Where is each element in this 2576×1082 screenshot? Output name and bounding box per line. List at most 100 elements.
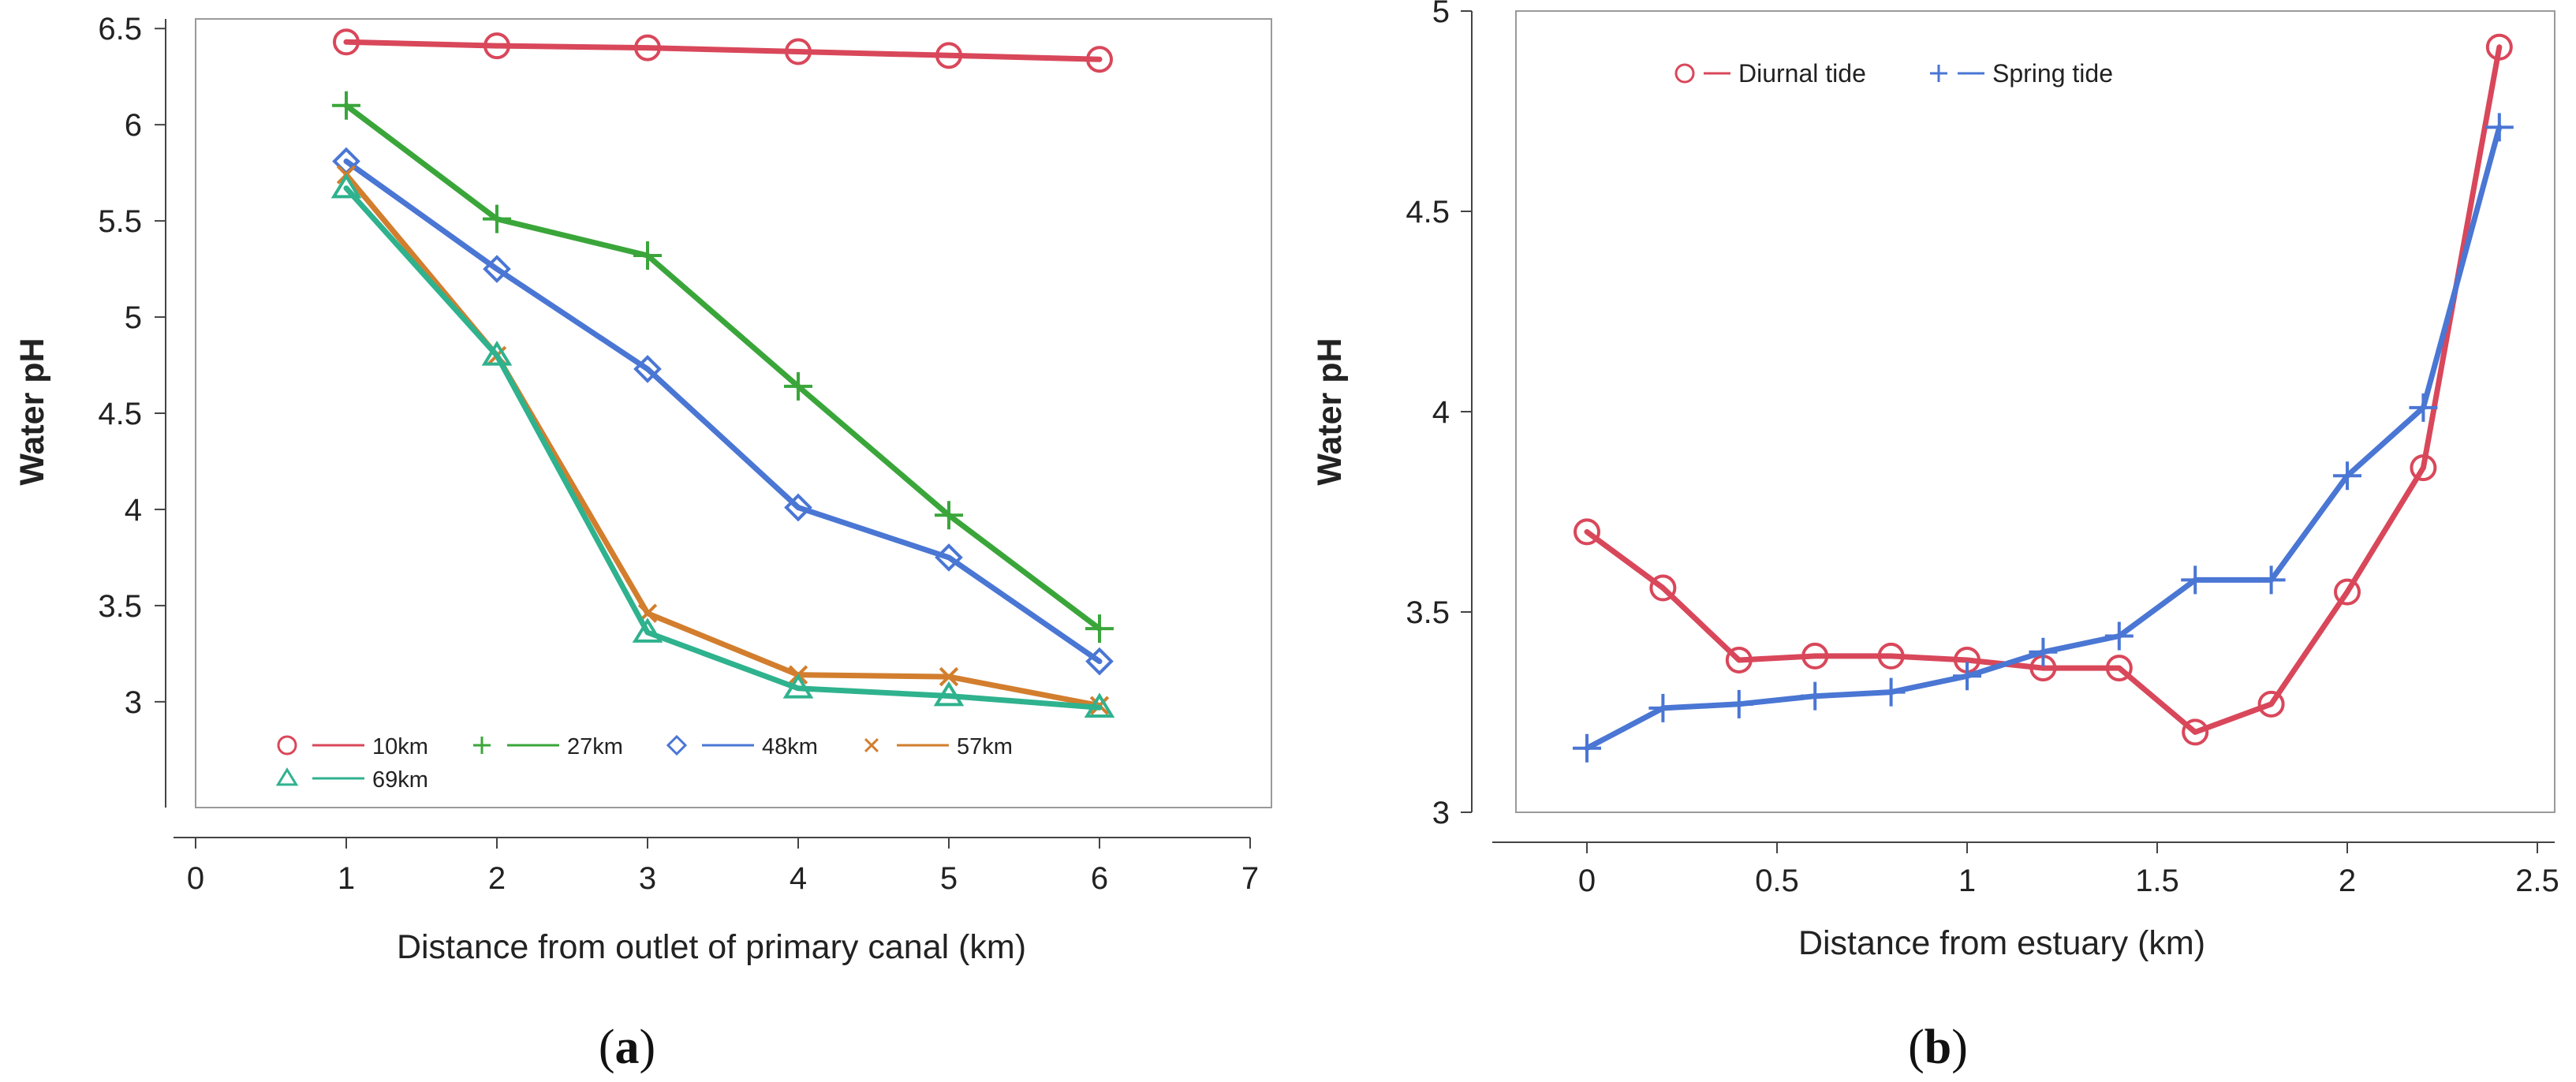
panel-label: (b) [1908,1020,1968,1074]
y-tick-label: 4 [125,493,142,528]
x-tick-label: 2.5 [2515,864,2559,898]
x-tick-label: 4 [790,861,807,896]
series-48km [332,147,1114,676]
data-point-marker [2257,690,2285,718]
x-tick-label: 5 [940,861,958,896]
x-tick-label: 2 [2339,864,2356,898]
x-tick-label: 0.5 [1755,864,1799,898]
data-point-marker [2410,454,2437,482]
legend-marker-icon [275,767,299,786]
plot-area-frame [195,18,1272,808]
y-tick-label: 4.5 [98,397,142,431]
y-tick-label: 5.5 [98,204,142,239]
x-tick-label: 1 [338,861,355,896]
plot-area-frame [1515,10,2555,813]
x-tick-label: 0 [1578,864,1596,898]
data-point-marker [483,255,511,283]
data-point-marker [933,681,965,707]
legend-label: Diurnal tide [1738,59,1866,88]
data-point-marker [2105,655,2133,682]
data-point-marker [939,666,959,687]
legend: 10km 27km 48km 57km 69km [275,734,1013,793]
legend: Diurnal tide Spring tide [1674,59,2113,88]
x-tick-label: 7 [1241,861,1259,896]
data-point-marker [1725,646,1753,673]
series-10km [333,28,1113,73]
data-point-marker [2182,718,2209,746]
data-point-marker [633,355,662,383]
series-line [343,185,1103,711]
data-point-marker [1724,689,1753,718]
data-point-marker [2181,565,2210,595]
y-tick-label: 4.5 [1406,195,1450,229]
series-diurnal-tide [1574,33,2513,746]
data-point-marker [1649,574,1677,602]
data-point-marker [483,32,510,60]
series-69km [330,173,1115,718]
data-point-marker [633,241,662,270]
legend-item: Spring tide [1930,59,2113,88]
legend-label: 57km [957,734,1013,759]
y-tick-label: 3 [125,685,142,720]
data-point-marker [1085,647,1114,676]
series-line [343,103,1103,632]
y-tick-label: 3.5 [1406,595,1450,630]
data-point-marker [784,493,812,522]
data-point-marker [2029,637,2058,666]
series-line [1584,44,2503,735]
y-tick-label: 5 [1432,0,1450,29]
y-tick-label: 3 [1432,796,1450,830]
legend-label: Spring tide [1992,59,2113,88]
data-point-marker [332,91,360,120]
data-point-marker [1086,46,1113,73]
data-point-marker [1801,642,1829,670]
legend-label: 27km [567,734,623,759]
data-point-marker [784,371,812,401]
y-tick-label: 5 [125,300,142,335]
data-point-marker [1801,681,1830,711]
y-axis-title: Water pH [1311,338,1349,485]
series-line [343,39,1103,62]
data-point-marker [634,34,661,62]
data-point-marker [2409,393,2438,422]
data-point-marker [1573,733,1601,763]
legend-label: 69km [372,767,428,793]
series-spring-tide [1573,113,2514,763]
legend-item: 57km [864,734,1013,759]
data-point-marker [782,673,814,699]
legend-marker-icon [1674,63,1695,84]
y-tick-label: 6 [125,108,142,143]
data-point-marker [333,28,360,56]
data-point-marker [330,173,362,199]
x-axis-title: Distance from outlet of primary canal (k… [397,928,1026,966]
data-point-marker [785,38,812,65]
y-tick-label: 6.5 [98,12,142,47]
series-27km [332,91,1114,644]
legend-item: 69km [275,767,428,793]
legend-marker-icon [473,737,491,754]
legend-marker-icon [1930,65,1947,82]
data-point-marker [2333,461,2361,491]
data-point-marker [481,340,513,366]
legend-marker-icon [666,734,688,756]
data-point-marker [1084,692,1115,718]
legend-label: 10km [372,734,428,759]
x-tick-label: 1.5 [2135,864,2179,898]
series-line [343,159,1103,665]
x-tick-label: 0 [187,861,204,896]
legend-label: 48km [762,734,818,759]
data-point-marker [1648,693,1678,722]
data-point-marker [2104,621,2134,651]
legend-item: 27km [473,734,623,759]
x-axis-title: Distance from estuary (km) [1798,924,2205,962]
x-tick-label: 3 [639,861,656,896]
data-point-marker [483,204,511,233]
data-point-marker [632,617,663,643]
data-point-marker [2334,578,2361,606]
data-point-marker [2485,113,2514,142]
data-point-marker [1953,662,1981,691]
data-point-marker [2485,33,2513,61]
data-point-marker [935,543,963,572]
data-point-marker [1085,614,1114,644]
